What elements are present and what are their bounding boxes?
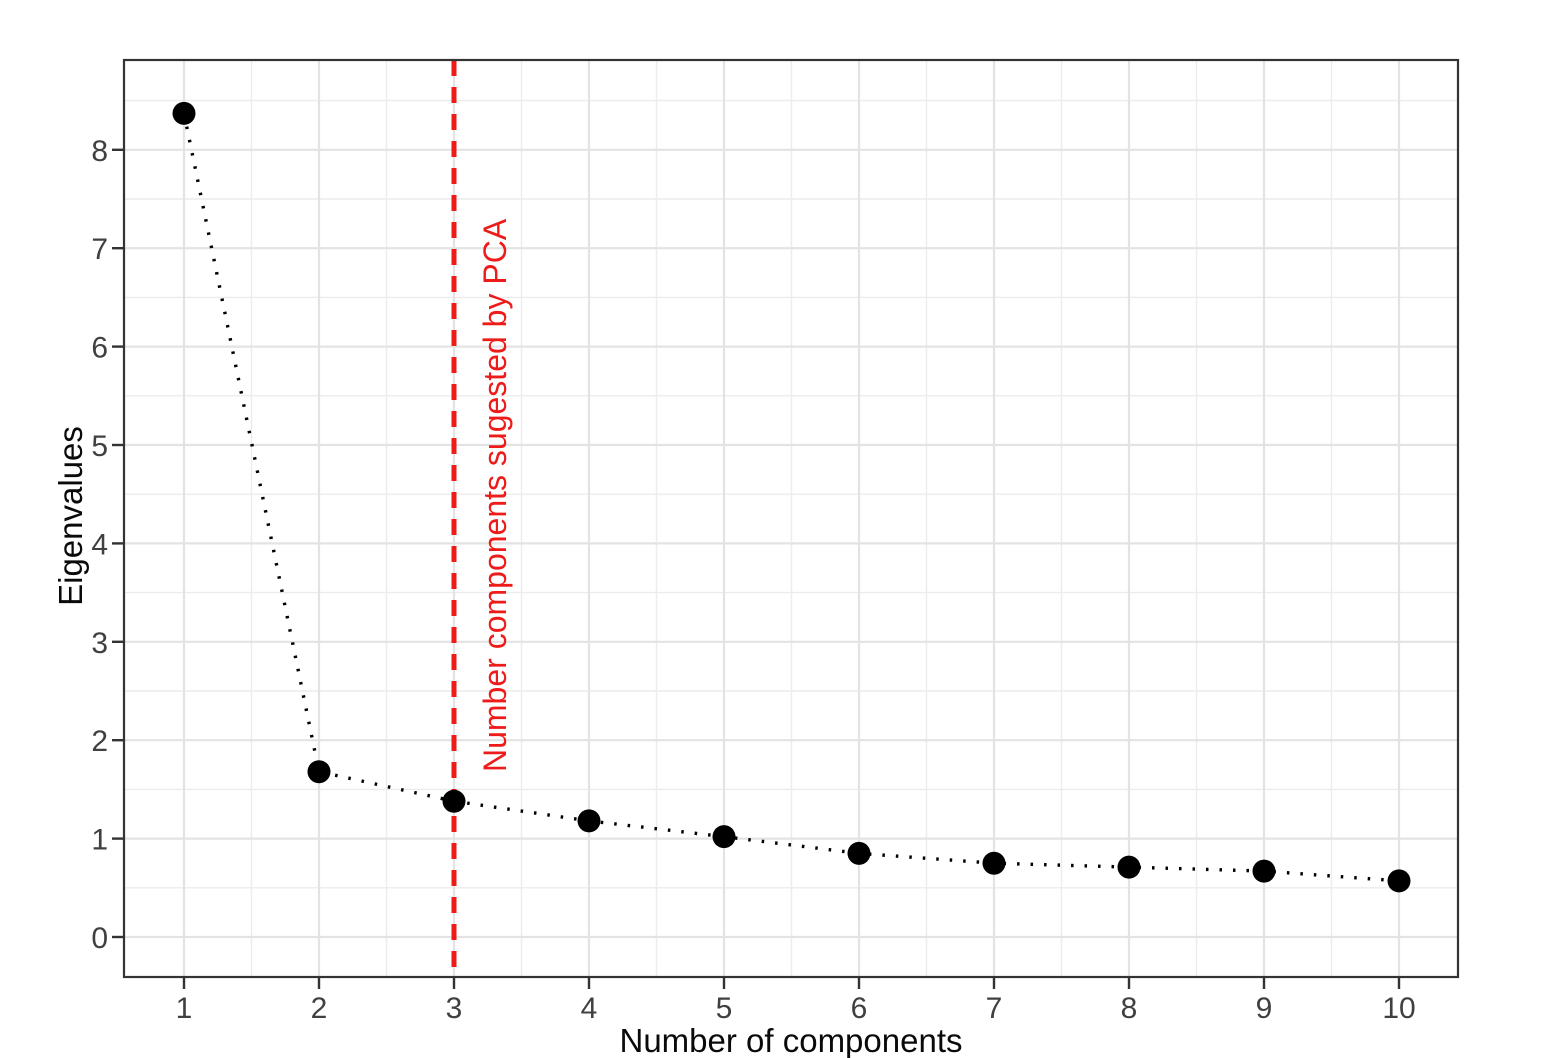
eigenvalue-point	[307, 760, 331, 784]
eigenvalue-point	[1117, 855, 1141, 879]
y-tick-label: 4	[91, 528, 108, 561]
panel-border	[122, 58, 1460, 979]
y-tick-label: 1	[91, 824, 108, 857]
eigenvalue-point	[1387, 869, 1411, 893]
y-tick-label: 7	[91, 233, 108, 266]
pca-annotation-label: Number components sugested by PCA	[477, 218, 513, 772]
x-tick-label: 8	[1121, 992, 1138, 1025]
x-tick-label: 10	[1382, 992, 1415, 1025]
grid-layer	[124, 60, 1458, 977]
eigenvalue-point	[982, 851, 1006, 875]
x-tick-label: 1	[176, 992, 193, 1025]
eigenvalue-point	[577, 809, 601, 833]
x-tick-label: 2	[311, 992, 328, 1025]
y-tick-label: 8	[91, 135, 108, 168]
x-tick-label: 9	[1256, 992, 1273, 1025]
eigenvalue-point	[172, 101, 196, 125]
x-tick-label: 3	[446, 992, 463, 1025]
data-layer	[172, 60, 1411, 977]
eigenvalue-point	[712, 825, 736, 849]
axis-layer: 1 2 3 4 5 6 7 8 9 10 0 1 2 3 4 5 6 7 8	[91, 58, 1460, 1025]
y-tick-label: 3	[91, 627, 108, 660]
y-tick-label: 0	[91, 922, 108, 955]
y-tick-label: 6	[91, 332, 108, 365]
x-tick-label: 7	[986, 992, 1003, 1025]
x-tick-label: 5	[716, 992, 733, 1025]
y-axis-title: Eigenvalues	[52, 426, 89, 606]
eigenvalue-point	[847, 841, 871, 865]
eigenvalue-point	[1252, 859, 1276, 883]
x-tick-label: 6	[851, 992, 868, 1025]
eigenvalue-point	[442, 789, 466, 813]
y-tick-label: 2	[91, 725, 108, 758]
x-axis-title: Number of components	[619, 1022, 962, 1058]
x-tick-label: 4	[581, 992, 598, 1025]
y-tick-label: 5	[91, 430, 108, 463]
